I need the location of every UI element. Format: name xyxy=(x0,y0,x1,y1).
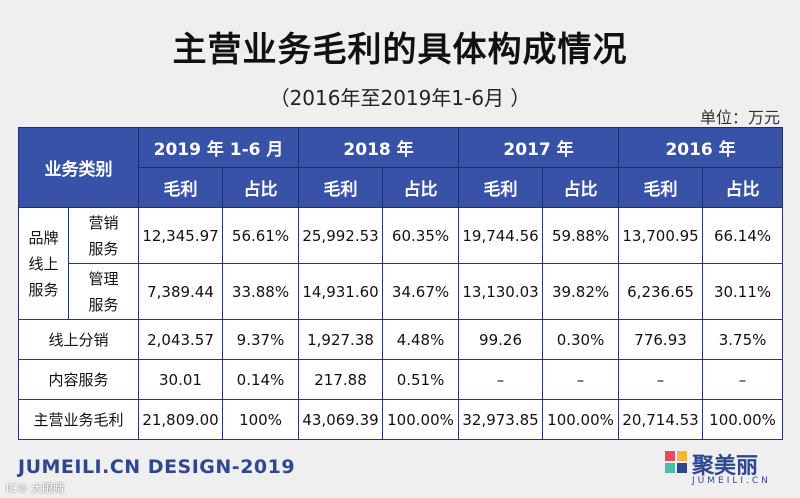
cell-value: 12,345.97 xyxy=(138,207,223,264)
cell-value: 100.00% xyxy=(542,399,620,440)
row-label-line: 营销 xyxy=(88,213,119,232)
cell-value: 100% xyxy=(221,399,300,440)
header-year-2016: 2016 年 xyxy=(618,127,784,168)
table-row: 品牌 线上 服务 营销 服务 12,345.97 56.61% 25,992.5… xyxy=(18,207,784,320)
cell-value: 32,973.85 xyxy=(458,399,544,440)
cell-value: 7,389.44 xyxy=(138,263,223,320)
cell-value: 2,043.57 xyxy=(138,319,223,360)
row-label-total-gross-profit: 主营业务毛利 xyxy=(18,399,139,440)
cell-value: 60.35% xyxy=(382,207,460,264)
row-label-line: 服务 xyxy=(88,295,119,314)
table-row-total: 主营业务毛利 21,809.00 100% 43,069.39 100.00% … xyxy=(18,399,784,440)
cell-value: – xyxy=(702,359,784,400)
cell-value: 59.88% xyxy=(542,207,620,264)
cell-value: 217.88 xyxy=(298,359,384,400)
cell-value: – xyxy=(542,359,620,400)
cell-value: 19,744.56 xyxy=(458,207,544,264)
row-label-line: 服务 xyxy=(88,239,119,258)
row-label-line: 管理 xyxy=(88,269,119,288)
unit-label: 单位：万元 xyxy=(699,108,780,127)
watermark-text: IC© 大眼睛 xyxy=(6,482,65,495)
cell-value: 100.00% xyxy=(382,399,460,440)
cell-value: 0.51% xyxy=(382,359,460,400)
cell-value: – xyxy=(618,359,704,400)
cell-value: 66.14% xyxy=(702,207,784,264)
header-year-2017: 2017 年 xyxy=(458,127,620,168)
cell-value: 43,069.39 xyxy=(298,399,384,440)
cell-value: 1,927.38 xyxy=(298,319,384,360)
header-ratio-2017: 占比 xyxy=(542,167,620,208)
table-row: 内容服务 30.01 0.14% 217.88 0.51% – – – – xyxy=(18,359,784,400)
cell-value: – xyxy=(458,359,544,400)
page-subtitle: （2016年至2019年1-6月 ） xyxy=(269,86,531,110)
cell-value: 4.48% xyxy=(382,319,460,360)
header-ratio-2018: 占比 xyxy=(382,167,460,208)
header-gross-2017: 毛利 xyxy=(458,167,544,208)
header-row-sub: 毛利 占比 毛利 占比 毛利 占比 毛利 占比 xyxy=(19,167,784,208)
cell-value: 100.00% xyxy=(702,399,784,440)
header-ratio-2019: 占比 xyxy=(221,167,300,208)
cell-value: 13,700.95 xyxy=(618,207,704,264)
group-label-brand-online-service: 品牌 线上 服务 xyxy=(18,207,69,320)
cell-value: 20,714.53 xyxy=(618,399,704,440)
gross-profit-table: 业务类别 2019 年 1-6 月 2018 年 2017 年 2016 年 毛… xyxy=(18,127,784,440)
row-label-management-service: 管理 服务 xyxy=(68,263,139,320)
brand-logo: 聚美丽 JUMEILI.CN xyxy=(664,448,784,492)
row-label-content-service: 内容服务 xyxy=(18,359,139,400)
cell-value: 25,992.53 xyxy=(298,207,384,264)
table-row: 线上分销 2,043.57 9.37% 1,927.38 4.48% 99.26… xyxy=(18,319,784,360)
cell-value: 13,130.03 xyxy=(458,263,544,320)
cell-value: 0.30% xyxy=(542,319,620,360)
cell-value: 99.26 xyxy=(458,319,544,360)
header-gross-2019: 毛利 xyxy=(138,167,223,208)
table-row: 管理 服务 7,389.44 33.88% 14,931.60 34.67% 1… xyxy=(19,263,784,320)
cell-value: 30.01 xyxy=(138,359,223,400)
row-label-marketing-service: 营销 服务 xyxy=(68,207,139,264)
group-label-line: 服务 xyxy=(28,280,59,299)
header-row-years: 业务类别 2019 年 1-6 月 2018 年 2017 年 2016 年 xyxy=(18,127,784,208)
cell-value: 9.37% xyxy=(221,319,300,360)
design-credit: JUMEILI.CN DESIGN-2019 xyxy=(18,456,296,478)
header-corner: 业务类别 xyxy=(18,127,139,208)
cell-value: 3.75% xyxy=(702,319,784,360)
header-year-2018: 2018 年 xyxy=(298,127,460,168)
cell-value: 30.11% xyxy=(702,263,784,320)
cell-value: 34.67% xyxy=(382,263,460,320)
logo-subtext: JUMEILI.CN xyxy=(692,476,771,486)
cell-value: 56.61% xyxy=(221,207,300,264)
cell-value: 6,236.65 xyxy=(618,263,704,320)
group-label-line: 品牌 xyxy=(28,228,59,247)
cell-value: 39.82% xyxy=(542,263,620,320)
cell-value: 0.14% xyxy=(221,359,300,400)
header-ratio-2016: 占比 xyxy=(702,167,784,208)
header-gross-2018: 毛利 xyxy=(298,167,384,208)
logo-mark-icon xyxy=(665,451,687,473)
cell-value: 14,931.60 xyxy=(298,263,384,320)
header-year-2019: 2019 年 1-6 月 xyxy=(137,127,300,168)
logo-text: 聚美丽 xyxy=(692,454,759,479)
row-label-online-distribution: 线上分销 xyxy=(18,319,139,360)
gross-profit-table-container: 业务类别 2019 年 1-6 月 2018 年 2017 年 2016 年 毛… xyxy=(18,127,784,440)
cell-value: 21,809.00 xyxy=(138,399,223,440)
cell-value: 776.93 xyxy=(618,319,704,360)
group-label-line: 线上 xyxy=(28,254,59,273)
page-title: 主营业务毛利的具体构成情况 xyxy=(172,30,628,70)
header-gross-2016: 毛利 xyxy=(618,167,704,208)
cell-value: 33.88% xyxy=(221,263,300,320)
